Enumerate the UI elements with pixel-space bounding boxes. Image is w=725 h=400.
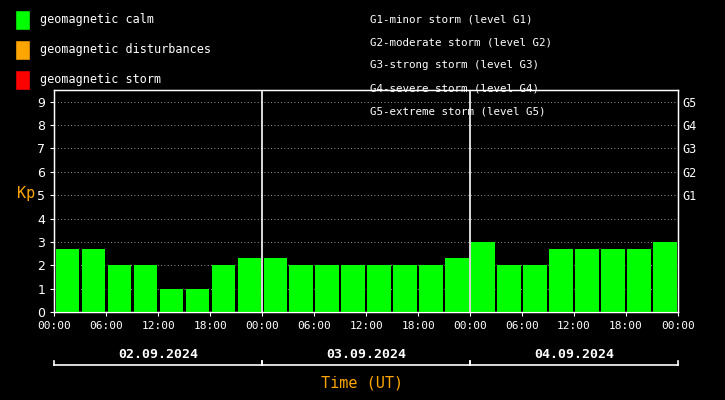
Bar bbox=[238, 258, 261, 312]
Bar bbox=[212, 265, 235, 312]
Bar bbox=[471, 242, 494, 312]
Bar bbox=[56, 249, 79, 312]
Text: 04.09.2024: 04.09.2024 bbox=[534, 348, 614, 360]
Text: geomagnetic disturbances: geomagnetic disturbances bbox=[40, 44, 211, 56]
Bar bbox=[653, 242, 676, 312]
Bar bbox=[523, 265, 547, 312]
Text: G3-strong storm (level G3): G3-strong storm (level G3) bbox=[370, 60, 539, 70]
Bar bbox=[341, 265, 365, 312]
Text: G2-moderate storm (level G2): G2-moderate storm (level G2) bbox=[370, 37, 552, 47]
Bar bbox=[368, 265, 391, 312]
Bar bbox=[627, 249, 650, 312]
Bar bbox=[133, 265, 157, 312]
Bar bbox=[315, 265, 339, 312]
Text: G5-extreme storm (level G5): G5-extreme storm (level G5) bbox=[370, 107, 545, 117]
Text: G4-severe storm (level G4): G4-severe storm (level G4) bbox=[370, 84, 539, 94]
Bar bbox=[160, 289, 183, 312]
Bar bbox=[107, 265, 131, 312]
Bar bbox=[497, 265, 521, 312]
Text: G1-minor storm (level G1): G1-minor storm (level G1) bbox=[370, 14, 532, 24]
Bar bbox=[186, 289, 209, 312]
Bar bbox=[550, 249, 573, 312]
Text: 02.09.2024: 02.09.2024 bbox=[118, 348, 199, 360]
Text: geomagnetic calm: geomagnetic calm bbox=[40, 14, 154, 26]
Bar bbox=[601, 249, 625, 312]
Bar bbox=[82, 249, 105, 312]
Bar bbox=[419, 265, 443, 312]
Bar bbox=[263, 258, 287, 312]
Bar bbox=[289, 265, 313, 312]
Text: Time (UT): Time (UT) bbox=[321, 375, 404, 390]
Y-axis label: Kp: Kp bbox=[17, 186, 36, 201]
Text: 03.09.2024: 03.09.2024 bbox=[326, 348, 406, 360]
Bar bbox=[575, 249, 599, 312]
Text: geomagnetic storm: geomagnetic storm bbox=[40, 74, 161, 86]
Bar bbox=[445, 258, 469, 312]
Bar bbox=[394, 265, 417, 312]
